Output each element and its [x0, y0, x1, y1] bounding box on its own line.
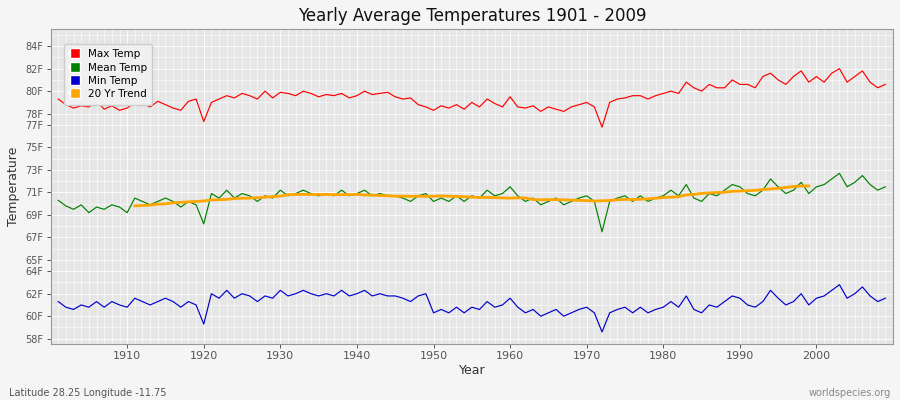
Legend: Max Temp, Mean Temp, Min Temp, 20 Yr Trend: Max Temp, Mean Temp, Min Temp, 20 Yr Tre… — [64, 44, 152, 105]
Text: Latitude 28.25 Longitude -11.75: Latitude 28.25 Longitude -11.75 — [9, 388, 166, 398]
X-axis label: Year: Year — [458, 364, 485, 377]
Text: worldspecies.org: worldspecies.org — [809, 388, 891, 398]
Y-axis label: Temperature: Temperature — [7, 147, 20, 226]
Title: Yearly Average Temperatures 1901 - 2009: Yearly Average Temperatures 1901 - 2009 — [298, 7, 646, 25]
